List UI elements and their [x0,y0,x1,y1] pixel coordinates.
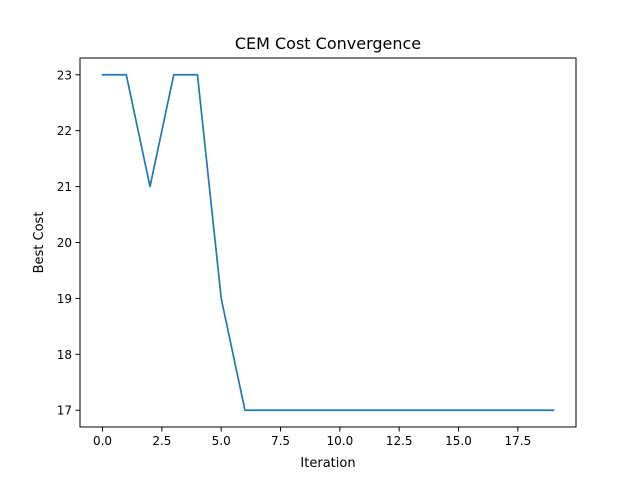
y-axis-ticks: 17 18 19 20 21 22 23 [57,68,80,418]
plot-area-frame [79,57,577,428]
series-line-0 [101,73,555,412]
plot-area-background [80,58,576,427]
y-axis-label: Best Cost [32,212,47,274]
x-tick-label: 15.0 [445,434,472,448]
x-tick-label: 0.0 [93,434,112,448]
y-tick-label: 19 [57,292,72,306]
y-tick-label: 21 [57,180,72,194]
x-tick-label: 5.0 [212,434,231,448]
x-tick-label: 10.0 [327,434,354,448]
x-axis-label: Iteration [300,456,355,471]
x-tick-label: 2.5 [152,434,171,448]
y-tick-label: 23 [57,68,72,82]
x-tick-label: 12.5 [386,434,413,448]
x-tick-label: 7.5 [271,434,290,448]
x-axis-ticks: 0.0 2.5 5.0 7.5 10.0 12.5 15.0 17.5 [93,427,531,448]
series-layer [101,73,555,412]
chart-title: CEM Cost Convergence [235,34,421,53]
y-tick-label: 22 [57,124,72,138]
y-tick-label: 18 [57,348,72,362]
y-tick-label: 20 [57,236,72,250]
x-tick-label: 17.5 [504,434,531,448]
y-tick-label: 17 [57,404,72,418]
